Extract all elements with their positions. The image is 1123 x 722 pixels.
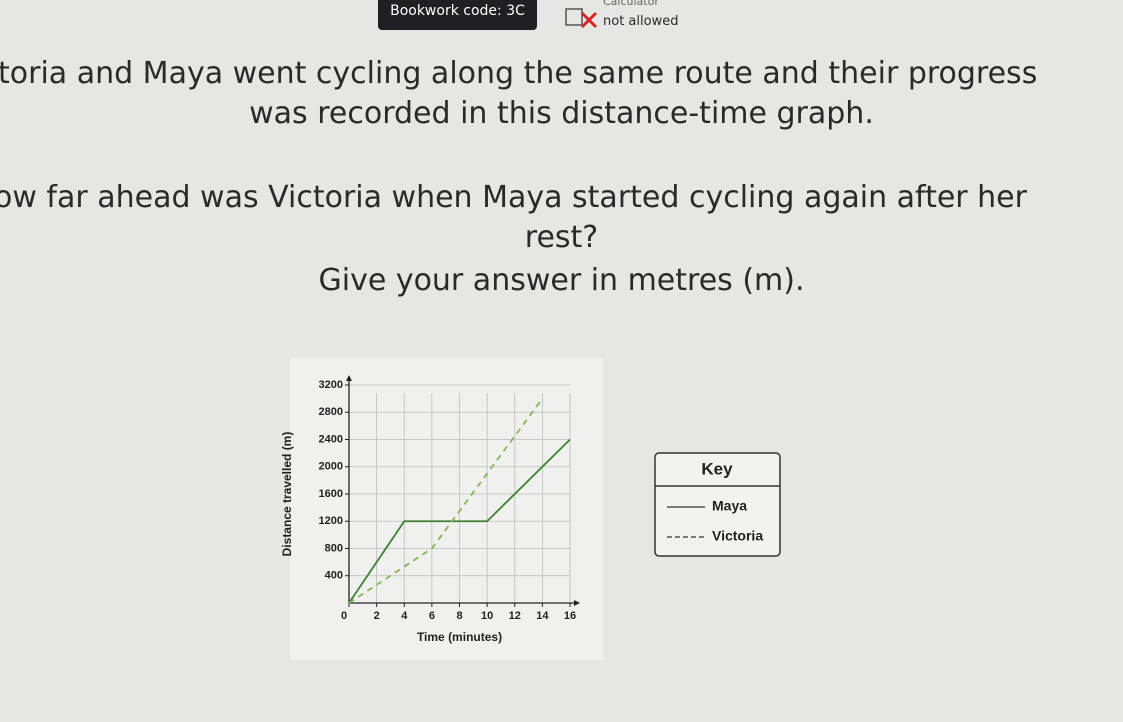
question-line: toria and Maya went cycling along the sa… — [0, 56, 1038, 91]
chart-panel — [290, 358, 603, 660]
calculator-label: Calculator — [603, 0, 659, 8]
legend-title: Key — [701, 459, 733, 478]
x-tick-label: 10 — [481, 610, 493, 622]
legend-label: Victoria — [712, 528, 763, 544]
x-axis-label: Time (minutes) — [417, 630, 502, 644]
x-tick-label: 0 — [341, 610, 347, 622]
y-tick-label: 2400 — [319, 433, 343, 445]
series-line — [348, 438, 571, 604]
legend-label: Maya — [712, 498, 747, 514]
instruction: Give your answer in metres (m). — [318, 263, 805, 298]
y-tick-label: 1600 — [319, 488, 343, 500]
x-arrow — [574, 600, 580, 606]
x-tick-label: 14 — [536, 610, 549, 622]
y-arrow — [346, 375, 352, 381]
x-tick-label: 2 — [374, 610, 380, 622]
bookwork-code: Bookwork code: 3C — [378, 0, 537, 30]
x-tick-label: 6 — [429, 610, 435, 622]
y-tick-label: 400 — [325, 570, 343, 582]
calculator-status: not allowed — [603, 14, 679, 29]
y-tick-label: 2800 — [319, 406, 343, 418]
y-tick-label: 2000 — [319, 461, 343, 473]
x-tick-label: 16 — [564, 610, 576, 622]
y-axis-label: Distance travelled (m) — [280, 432, 294, 557]
y-tick-label: 800 — [325, 542, 343, 554]
question-ask: rest? — [524, 220, 599, 255]
x-tick-label: 12 — [509, 610, 521, 622]
calculator-icon — [565, 8, 598, 29]
y-tick-label: 1200 — [319, 515, 343, 527]
x-tick-label: 4 — [401, 610, 408, 622]
legend-box — [654, 452, 781, 557]
question-ask: ow far ahead was Victoria when Maya star… — [0, 180, 1027, 215]
y-tick-label: 3200 — [319, 379, 343, 391]
series-line — [348, 398, 544, 604]
question-line: was recorded in this distance-time graph… — [249, 96, 874, 131]
x-tick-label: 8 — [456, 610, 462, 622]
